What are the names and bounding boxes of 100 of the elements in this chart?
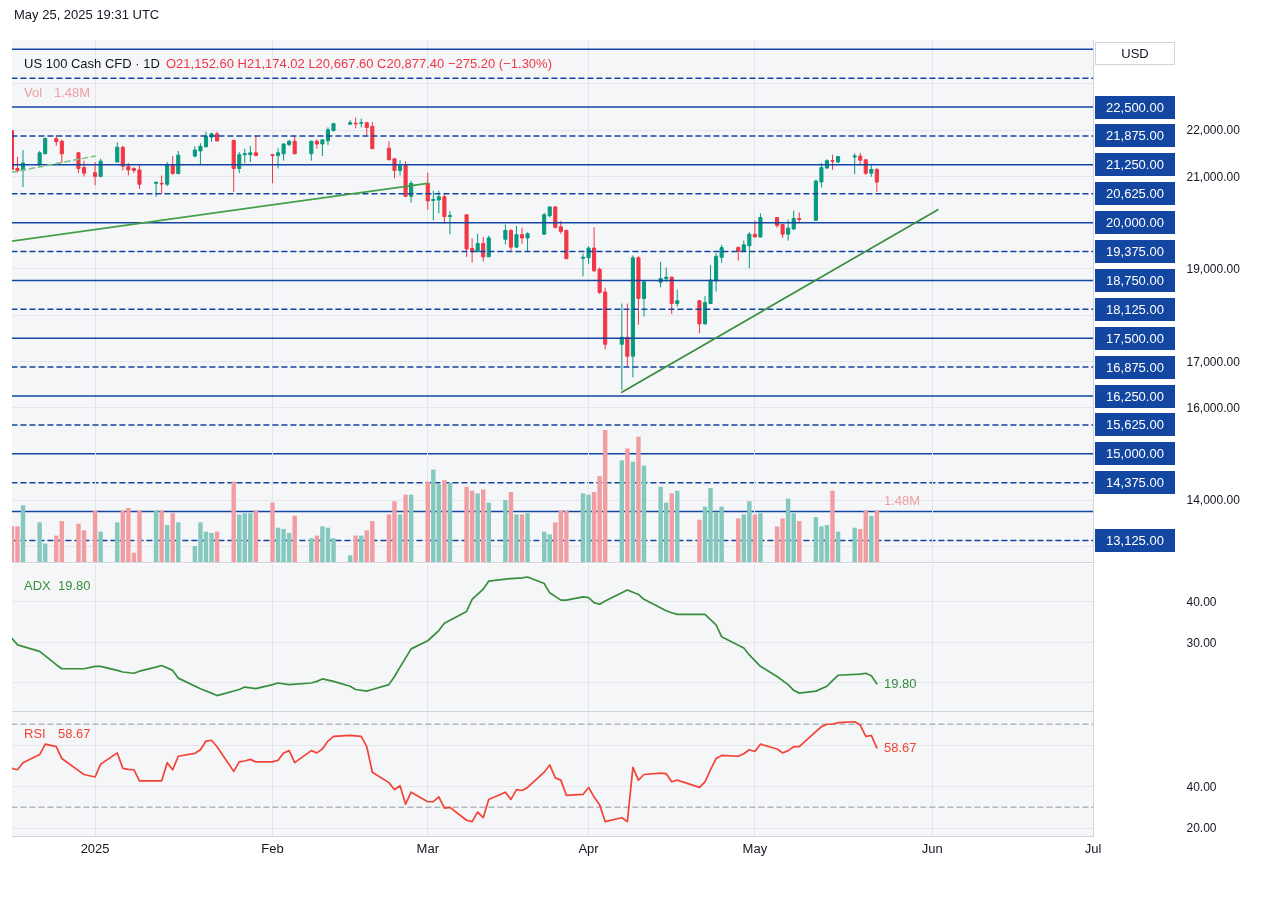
ref-line-label: 16,250.00 <box>1106 389 1164 404</box>
candlestick <box>619 303 624 391</box>
bar <box>447 482 453 562</box>
bar <box>292 515 297 562</box>
bar <box>525 513 530 562</box>
text: O21,152.60 H21,174.02 L20,667.60 C20,877.40 −275.20 (−1.30%) <box>166 56 552 71</box>
bar <box>403 494 408 562</box>
ref-line-label: 22,500.00 <box>1106 100 1164 115</box>
annotation: 1.48M <box>884 493 921 508</box>
candlestick <box>447 210 452 235</box>
candlestick <box>830 154 835 171</box>
candlestick <box>115 141 120 163</box>
bar <box>15 526 20 562</box>
candlestick <box>858 152 863 166</box>
candlestick <box>442 193 447 225</box>
candlestick <box>835 155 841 164</box>
candlestick <box>348 119 353 126</box>
y-tick-label: 21,000.00 <box>1186 169 1241 184</box>
candlestick <box>159 174 164 194</box>
bar <box>59 521 65 562</box>
candlestick <box>852 152 857 175</box>
bar <box>630 461 636 562</box>
candlestick <box>475 233 480 253</box>
candlestick <box>359 118 364 128</box>
bar <box>503 499 508 562</box>
bar <box>231 481 236 562</box>
x-tick-label: Jun <box>921 840 943 856</box>
candlestick <box>752 219 757 238</box>
bar <box>347 555 353 562</box>
candlestick <box>309 140 314 162</box>
data-label: 19.80 <box>884 676 917 691</box>
candlestick <box>641 279 647 317</box>
bar <box>858 529 863 562</box>
candlestick <box>669 276 674 315</box>
bar <box>736 518 741 562</box>
bar <box>170 513 175 562</box>
bar <box>442 480 447 562</box>
bar <box>669 493 674 562</box>
candlestick <box>292 135 297 155</box>
bar <box>619 460 625 562</box>
y-axis-title: USD <box>1121 46 1149 61</box>
bar <box>425 481 430 562</box>
y-tick-label: 30.00 <box>1186 635 1217 650</box>
bar <box>408 494 414 562</box>
bar <box>480 489 486 562</box>
candlestick <box>547 206 552 219</box>
bar <box>636 436 641 562</box>
bar <box>508 492 514 562</box>
candlestick <box>736 245 741 262</box>
text: May 25, 2025 19:31 UTC <box>14 7 160 22</box>
bar <box>675 490 680 562</box>
y-tick-label: 40.00 <box>1186 594 1217 609</box>
bar <box>758 513 763 562</box>
line-series <box>11 720 878 823</box>
text: 19.80 <box>58 578 91 593</box>
data-label: 58.67 <box>884 740 917 755</box>
candlestick <box>425 172 430 211</box>
text: US 100 Cash CFD · 1D <box>24 56 160 71</box>
candlestick <box>514 225 519 249</box>
bar <box>98 531 103 562</box>
ref-line-label: 21,875.00 <box>1106 128 1164 143</box>
candlestick <box>231 139 236 193</box>
bar <box>475 493 480 562</box>
candlestick <box>525 231 530 252</box>
candlestick <box>253 135 258 157</box>
series-label: RSI <box>24 726 46 741</box>
bar <box>830 490 835 562</box>
text: 58.67 <box>58 726 91 741</box>
bar <box>20 505 26 562</box>
ref-line-label: 15,000.00 <box>1106 446 1164 461</box>
x-tick-label: Mar <box>416 840 440 856</box>
candlestick <box>403 160 408 198</box>
candlestick <box>874 167 879 193</box>
bar <box>309 538 314 562</box>
bar <box>486 502 491 562</box>
y-tick-label: 40.00 <box>1186 779 1217 794</box>
bar <box>641 465 647 562</box>
ref-line-label: 18,750.00 <box>1106 273 1164 288</box>
candlestick <box>215 131 220 143</box>
candlestick <box>553 205 558 230</box>
candlestick <box>481 236 486 262</box>
ref-line-label: 13,125.00 <box>1106 533 1164 548</box>
x-tick-label: Jul <box>1084 840 1102 856</box>
candlestick <box>797 211 802 224</box>
y-tick-label: 22,000.00 <box>1186 123 1241 138</box>
y-tick-label: 17,000.00 <box>1186 354 1241 369</box>
candlestick <box>636 255 641 326</box>
ref-line-label: 14,375.00 <box>1106 475 1164 490</box>
bar <box>835 531 841 562</box>
candlestick <box>519 227 525 245</box>
text: 1.48M <box>54 85 91 100</box>
candlestick <box>630 254 635 379</box>
y-tick-label: 16,000.00 <box>1186 400 1241 415</box>
bar <box>237 514 242 562</box>
bar <box>164 525 170 562</box>
bar <box>869 515 874 562</box>
candlestick <box>176 150 181 175</box>
candlestick <box>869 163 874 178</box>
bar <box>519 514 525 562</box>
ref-line-label: 16,875.00 <box>1106 360 1164 375</box>
